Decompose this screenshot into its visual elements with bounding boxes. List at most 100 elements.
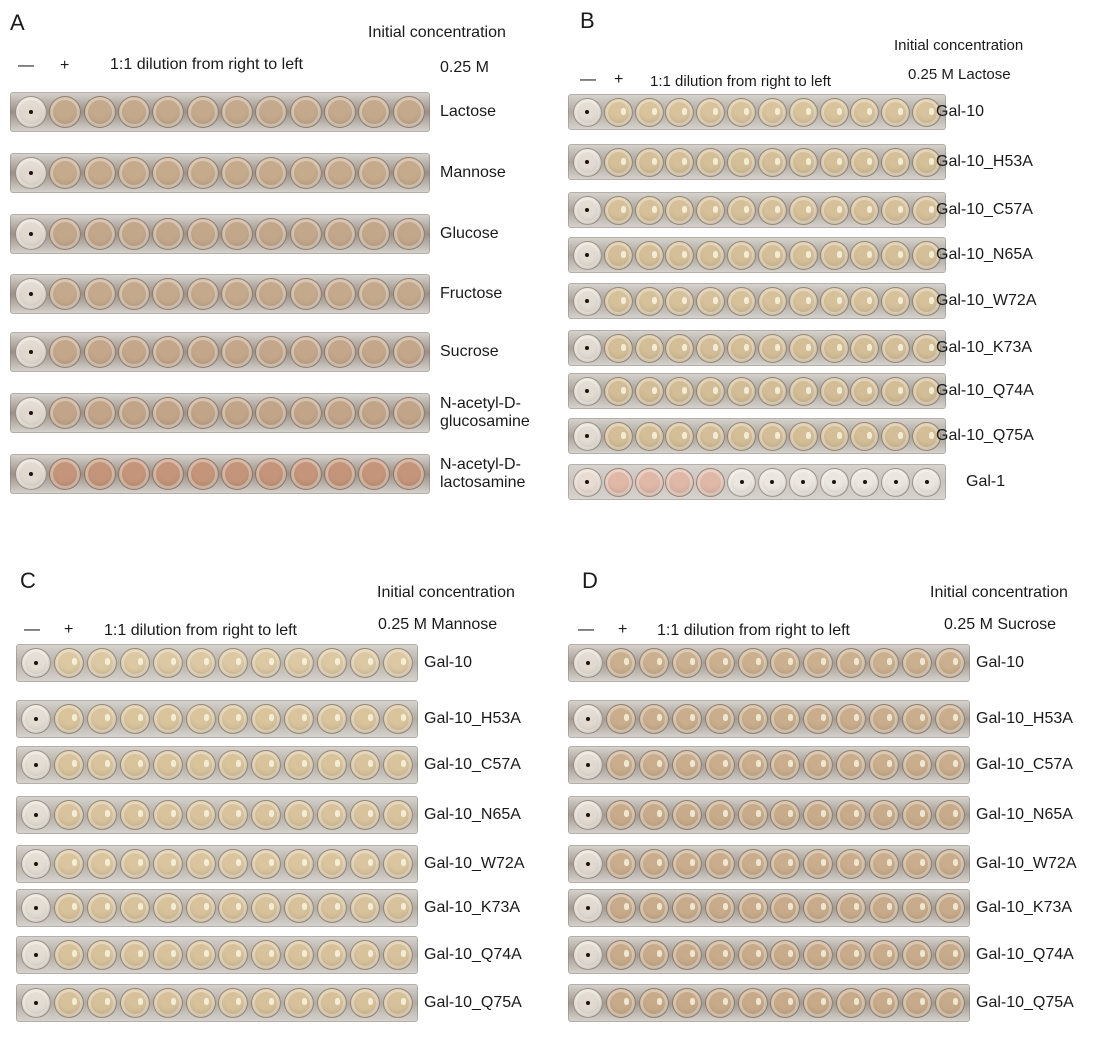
well [671, 940, 702, 970]
well-reflection [867, 157, 873, 165]
well [868, 800, 899, 830]
well-reflection [657, 658, 663, 665]
well [316, 849, 347, 879]
well-reflection [203, 998, 209, 1005]
well [382, 893, 413, 923]
panel-letter: B [580, 8, 595, 33]
well-reflection [898, 157, 904, 165]
well-reflection [105, 760, 111, 767]
well [788, 467, 818, 497]
well-reflection [170, 859, 176, 866]
row-label: Gal-10_Q75A [936, 427, 1034, 444]
well [289, 278, 322, 310]
well-reflection [236, 950, 242, 957]
well [15, 336, 48, 368]
well [868, 849, 899, 879]
well [118, 278, 151, 310]
well [49, 96, 82, 128]
well-reflection [367, 903, 373, 910]
well [21, 704, 52, 734]
well-reflection [886, 714, 892, 721]
well-reflection [651, 343, 657, 351]
well [221, 278, 254, 310]
well [186, 157, 219, 189]
well [255, 278, 288, 310]
well-reflection [713, 296, 719, 304]
well [868, 704, 899, 734]
well-reflection [334, 658, 340, 665]
well [819, 147, 849, 177]
well-reflection [657, 714, 663, 721]
well [255, 336, 288, 368]
well [737, 750, 768, 780]
well [54, 940, 85, 970]
well [392, 218, 425, 250]
well [836, 988, 867, 1018]
dilution-label: 1:1 dilution from right to left [657, 622, 850, 639]
sediment-dot [34, 763, 39, 767]
well [118, 336, 151, 368]
well-reflection [400, 810, 406, 817]
well-reflection [774, 431, 780, 439]
well-reflection [367, 950, 373, 957]
well [803, 750, 834, 780]
well [770, 750, 801, 780]
well [634, 286, 664, 316]
well [901, 940, 932, 970]
well-reflection [713, 250, 719, 258]
well [118, 157, 151, 189]
sediment-dot [585, 160, 590, 164]
well [221, 218, 254, 250]
well [21, 849, 52, 879]
well [152, 988, 183, 1018]
well-reflection [689, 950, 695, 957]
well-reflection [805, 343, 811, 351]
well-reflection [788, 658, 794, 665]
well [186, 397, 219, 429]
well [704, 648, 735, 678]
well-reflection [788, 950, 794, 957]
well [881, 147, 911, 177]
well-reflection [236, 810, 242, 817]
well-reflection [105, 714, 111, 721]
well [185, 704, 216, 734]
well-reflection [898, 386, 904, 394]
well [284, 988, 315, 1018]
well [251, 940, 282, 970]
well [573, 849, 604, 879]
well-strip [10, 274, 430, 314]
well-reflection [854, 760, 860, 767]
well-reflection [137, 903, 143, 910]
well-reflection [805, 250, 811, 258]
well-strip [568, 192, 946, 228]
well [868, 940, 899, 970]
dilution-label: 1:1 dilution from right to left [110, 56, 303, 73]
row-label: Gal-10_N65A [424, 806, 521, 823]
well-reflection [886, 903, 892, 910]
well [382, 704, 413, 734]
well [634, 333, 664, 363]
row-label: Mannose [440, 164, 506, 181]
well [349, 648, 380, 678]
well-reflection [744, 107, 750, 115]
minus-label: — [18, 57, 34, 74]
well [289, 458, 322, 490]
sediment-dot [586, 813, 591, 817]
well [324, 96, 357, 128]
well [49, 458, 82, 490]
row-label: Gal-10_H53A [424, 710, 521, 727]
row-label: Gal-10_Q74A [976, 946, 1074, 963]
well [251, 893, 282, 923]
well [316, 988, 347, 1018]
well-reflection [682, 205, 688, 213]
well [757, 421, 787, 451]
well-reflection [821, 714, 827, 721]
well-reflection [821, 998, 827, 1005]
well-reflection [72, 658, 78, 665]
well-reflection [170, 760, 176, 767]
well [836, 893, 867, 923]
well-reflection [929, 386, 935, 394]
well [573, 750, 604, 780]
well-reflection [689, 760, 695, 767]
well [118, 96, 151, 128]
